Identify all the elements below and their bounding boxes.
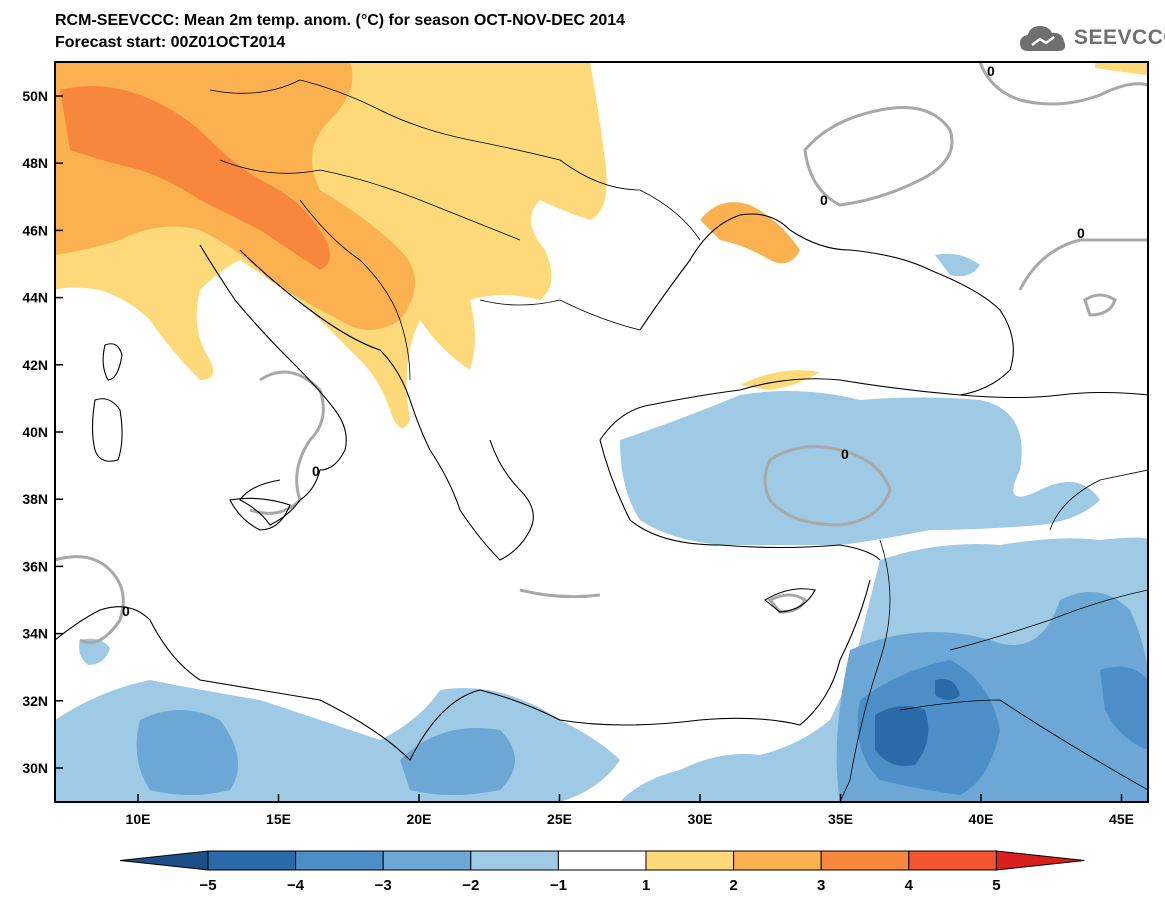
border-arabia	[949, 589, 1148, 651]
lon-label-25E: 25E	[547, 811, 572, 827]
colorbar-box-9	[908, 850, 997, 871]
zero-contour-north	[978, 62, 1148, 106]
lat-label-38N: 38N	[22, 491, 48, 507]
cool-anomaly-areas	[55, 253, 1148, 802]
cool-region-arabia-core	[875, 679, 960, 766]
colorbar-box-3	[382, 850, 472, 871]
zero-contour-italy	[249, 370, 325, 515]
colorbar-label-3: −2	[462, 877, 479, 894]
cool-region-arabia-strong	[857, 660, 1148, 795]
colorbar-label-5: 1	[642, 877, 650, 894]
colorbar-label-6: 2	[729, 877, 737, 894]
colorbar-box-6	[645, 850, 735, 871]
lon-label-20E: 20E	[407, 811, 432, 827]
country-borders	[209, 79, 1148, 802]
contour-labels: 0 0 0 0 0 0	[122, 63, 1085, 619]
colorbar-box-5	[557, 850, 647, 871]
lat-label-42N: 42N	[22, 357, 48, 373]
lon-label-40E: 40E	[969, 811, 994, 827]
colorbar-max-triangle	[995, 850, 1085, 871]
colorbar-label-4: −1	[550, 877, 567, 894]
contour-label-3: 0	[841, 446, 849, 462]
seevccc-logo: SEEVCCC	[1018, 20, 1165, 56]
border-danube	[479, 299, 641, 331]
title-line-1: RCM-SEEVCCC: Mean 2m temp. anom. (°C) fo…	[55, 12, 626, 29]
logo-text: SEEVCCC	[1074, 26, 1165, 49]
zero-contours	[55, 62, 1148, 644]
lon-label-15E: 15E	[266, 811, 291, 827]
colorbar-box-7	[733, 850, 822, 871]
lon-label-35E: 35E	[828, 811, 853, 827]
lat-label-40N: 40N	[22, 424, 48, 440]
border-balkans	[299, 199, 411, 381]
zero-contour-aegean	[519, 588, 601, 599]
coast-corsica	[102, 343, 123, 381]
lat-label-30N: 30N	[22, 760, 48, 776]
coast-black-sea-north	[639, 213, 1014, 396]
colorbar: −5 −4 −3 −2 −1 1 2 3 4 5	[119, 850, 1085, 894]
zero-contour-africa	[55, 555, 125, 644]
warm-region-alps	[60, 86, 330, 270]
border-central	[219, 159, 521, 241]
warm-spot-northeast	[1095, 62, 1148, 75]
cool-region-anatolia	[620, 391, 1100, 545]
coast-sardinia	[91, 398, 123, 462]
lat-label-50N: 50N	[22, 88, 48, 104]
coastlines	[55, 213, 1148, 761]
lat-label-44N: 44N	[22, 290, 48, 306]
colorbar-box-2	[295, 850, 384, 871]
warm-anomaly-areas	[55, 62, 1148, 428]
coast-turkey	[599, 378, 1148, 561]
longitude-axis: 10E 15E 20E 25E 30E 35E 40E 45E	[126, 794, 1134, 827]
latitude-axis: 50N 48N 46N 44N 42N 40N 38N 36N 34N 32N 30N	[22, 88, 63, 776]
contour-label-5: 0	[312, 463, 320, 479]
coast-cyprus	[764, 588, 816, 613]
lon-label-30E: 30E	[688, 811, 713, 827]
cool-spot-caucasus	[935, 253, 980, 277]
lat-label-46N: 46N	[22, 222, 48, 238]
colorbar-label-8: 4	[905, 877, 914, 894]
colorbar-min-triangle	[119, 850, 209, 871]
lon-label-45E: 45E	[1109, 811, 1134, 827]
lat-label-32N: 32N	[22, 693, 48, 709]
warm-spot-crimea	[700, 202, 800, 264]
zero-contour-anatolia	[763, 445, 892, 527]
lon-label-10E: 10E	[126, 811, 151, 827]
colorbar-label-7: 3	[817, 877, 825, 894]
coast-sicily	[229, 497, 291, 531]
border-east	[559, 159, 701, 241]
cool-region-libya-mid	[136, 710, 515, 795]
coast-north-africa	[55, 579, 871, 761]
zero-contour-east	[1018, 238, 1148, 317]
coast-italy	[199, 244, 347, 526]
colorbar-label-9: 5	[992, 877, 1000, 894]
coast-greece	[429, 439, 534, 561]
colorbar-label-2: −3	[375, 877, 392, 894]
border-arabia-south	[899, 699, 1148, 791]
lat-label-36N: 36N	[22, 558, 48, 574]
cool-spot-tunisia	[79, 638, 110, 665]
contour-label-6: 0	[122, 603, 130, 619]
map-plot-area: 0 0 0 0 0 0	[55, 62, 1148, 802]
title-line-2: Forecast start: 00Z01OCT2014	[55, 34, 286, 51]
zero-contour-ukraine	[803, 106, 954, 207]
cloud-logo-icon	[1020, 26, 1066, 51]
lat-label-48N: 48N	[22, 155, 48, 171]
lat-label-34N: 34N	[22, 626, 48, 642]
colorbar-box-4	[470, 850, 559, 871]
contour-label-4: 0	[1077, 225, 1085, 241]
border-levant	[839, 539, 891, 802]
contour-label-1: 0	[987, 63, 995, 79]
colorbar-label-0: −5	[199, 877, 216, 894]
coast-adriatic	[239, 249, 431, 451]
colorbar-label-1: −4	[287, 877, 305, 894]
map-title: RCM-SEEVCCC: Mean 2m temp. anom. (°C) fo…	[55, 10, 625, 54]
contour-label-2: 0	[820, 192, 828, 208]
colorbar-box-1	[207, 850, 297, 871]
border-iraq	[1049, 469, 1148, 531]
border-north	[209, 79, 561, 161]
colorbar-box-8	[820, 850, 910, 871]
